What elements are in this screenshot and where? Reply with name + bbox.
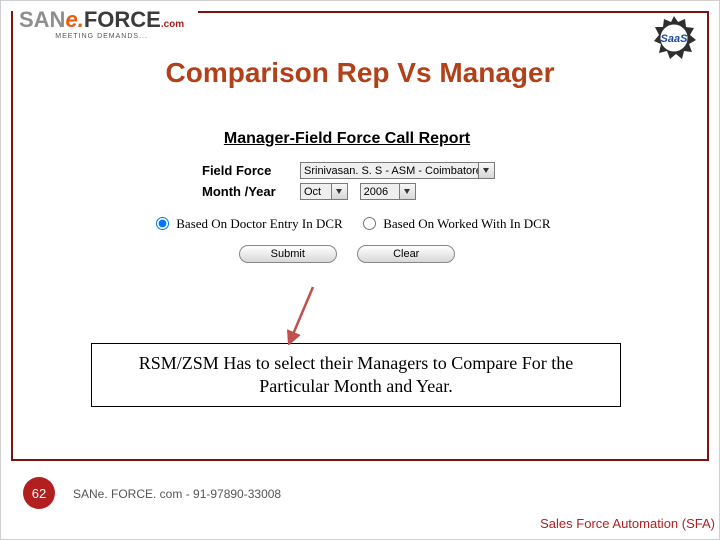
logo-com: .com <box>161 19 184 30</box>
radio-doctor-entry-input[interactable] <box>156 217 169 230</box>
radio-worked-with-input[interactable] <box>363 217 376 230</box>
month-year-label: Month /Year <box>198 181 296 202</box>
year-select[interactable]: 2006 <box>360 183 416 200</box>
submit-button[interactable]: Submit <box>239 245 337 263</box>
instruction-note: RSM/ZSM Has to select their Managers to … <box>91 343 621 407</box>
month-value: Oct <box>304 186 321 198</box>
page-number: 62 <box>32 486 46 501</box>
logo-san: SAN <box>19 7 65 32</box>
radio-worked-with[interactable]: Based On Worked With In DCR <box>358 216 551 231</box>
brand-logo: SANe.FORCE.com MEETING DEMANDS... <box>19 9 184 40</box>
chevron-down-icon <box>331 184 347 199</box>
footer-contact: SANe. FORCE. com - 91-97890-33008 <box>73 487 281 501</box>
field-force-value: Srinivasan. S. S - ASM - Coimbatore <box>304 165 482 177</box>
report-form-panel: Manager-Field Force Call Report Field Fo… <box>113 126 581 296</box>
logo-tagline: MEETING DEMANDS... <box>19 33 184 40</box>
footer-product: Sales Force Automation (SFA) <box>540 516 715 531</box>
radio-doctor-entry-label: Based On Doctor Entry In DCR <box>176 216 342 231</box>
report-title: Manager-Field Force Call Report <box>113 126 581 160</box>
year-value: 2006 <box>364 186 388 198</box>
saas-badge-icon: SaaS <box>651 15 697 61</box>
field-force-label: Field Force <box>198 160 296 181</box>
logo-e: e. <box>65 7 83 32</box>
instruction-note-text: RSM/ZSM Has to select their Managers to … <box>102 352 610 399</box>
svg-text:SaaS: SaaS <box>661 33 689 45</box>
radio-worked-with-label: Based On Worked With In DCR <box>383 216 550 231</box>
chevron-down-icon <box>399 184 415 199</box>
chevron-down-icon <box>478 163 494 178</box>
field-force-select[interactable]: Srinivasan. S. S - ASM - Coimbatore <box>300 162 495 179</box>
month-select[interactable]: Oct <box>300 183 348 200</box>
page-number-badge: 62 <box>23 477 55 509</box>
logo-force: FORCE <box>84 7 161 32</box>
radio-doctor-entry[interactable]: Based On Doctor Entry In DCR <box>151 216 346 231</box>
clear-button[interactable]: Clear <box>357 245 455 263</box>
page-title: Comparison Rep Vs Manager <box>1 57 719 89</box>
